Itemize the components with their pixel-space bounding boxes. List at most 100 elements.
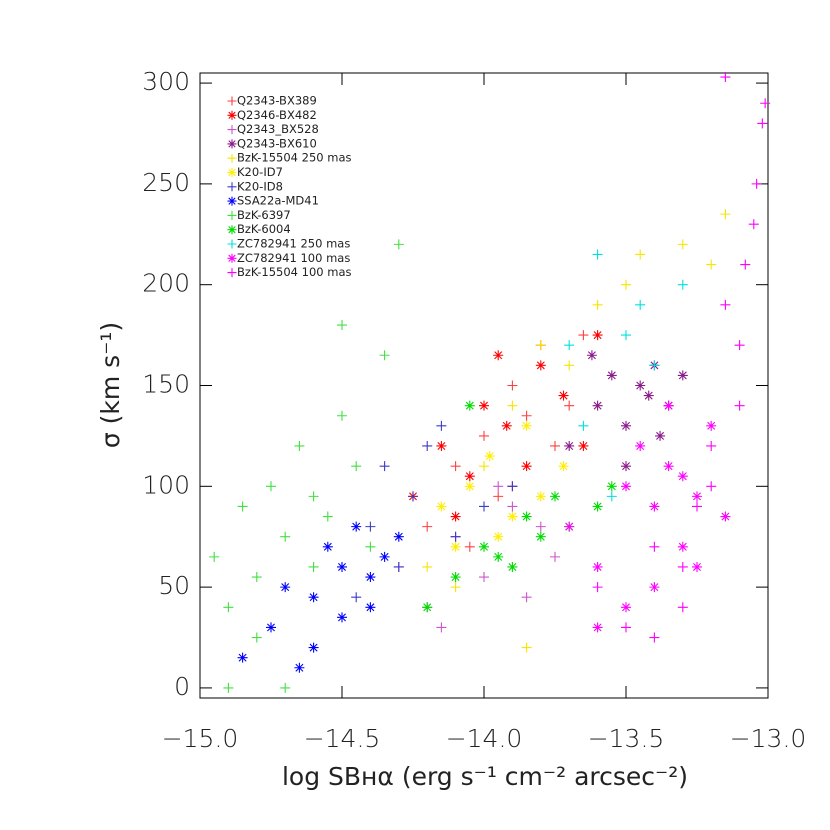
scatter-point <box>237 652 248 663</box>
scatter-point <box>507 481 518 492</box>
scatter-point <box>677 471 688 482</box>
scatter-point <box>564 521 575 532</box>
scatter-point <box>450 582 461 593</box>
legend-marker <box>227 239 237 249</box>
legend-marker <box>227 182 237 192</box>
x-tick-label: −14.5 <box>304 724 381 753</box>
scatter-point <box>464 471 475 482</box>
scatter-point <box>550 440 560 451</box>
scatter-point <box>663 400 674 411</box>
scatter-point <box>521 592 532 603</box>
scatter-point <box>479 541 489 552</box>
x-tick-label: −13.5 <box>588 724 665 753</box>
scatter-point <box>493 350 504 361</box>
scatter-point <box>621 602 631 613</box>
scatter-point <box>535 521 546 532</box>
scatter-point <box>677 561 688 572</box>
scatter-point <box>379 551 390 562</box>
scatter-point <box>558 461 569 472</box>
scatter-point <box>209 551 220 562</box>
x-tick-label: −14.0 <box>446 724 523 753</box>
scatter-point <box>308 592 319 603</box>
scatter-point <box>507 400 518 411</box>
scatter-point <box>479 461 489 472</box>
scatter-point <box>337 410 347 421</box>
scatter-point <box>734 340 745 351</box>
scatter-point <box>621 330 631 341</box>
scatter-point <box>365 521 376 532</box>
scatter-point <box>592 501 603 512</box>
scatter-point <box>251 572 262 583</box>
scatter-point <box>720 299 731 310</box>
scatter-point <box>450 461 461 472</box>
scatter-point <box>757 118 768 129</box>
scatter-point <box>649 632 660 643</box>
scatter-point <box>635 380 646 391</box>
scatter-point <box>521 410 532 421</box>
scatter-point <box>280 682 291 693</box>
scatter-point <box>649 501 660 512</box>
y-tick-label: 250 <box>142 168 190 197</box>
scatter-point <box>706 420 717 431</box>
scatter-point <box>280 582 291 593</box>
scatter-point <box>294 662 305 673</box>
scatter-point <box>592 299 603 310</box>
legend-marker <box>227 253 237 263</box>
legend-label: ZC782941 100 mas <box>237 251 350 265</box>
scatter-point <box>635 249 646 260</box>
scatter-point <box>521 511 532 522</box>
scatter-point <box>393 531 404 542</box>
legend-label: BzK-15504 250 mas <box>237 151 352 165</box>
legend-marker <box>227 139 237 149</box>
scatter-point <box>479 572 489 583</box>
scatter-point <box>337 612 347 623</box>
scatter-point <box>436 420 447 431</box>
legend-label: Q2343-BX389 <box>237 94 317 108</box>
scatter-point <box>294 440 305 451</box>
scatter-point <box>592 622 603 633</box>
scatter-point <box>521 420 532 431</box>
scatter-point <box>521 642 532 653</box>
scatter-point <box>649 541 660 552</box>
scatter-point <box>436 501 447 512</box>
scatter-point <box>521 461 532 472</box>
scatter-point <box>493 551 504 562</box>
scatter-point <box>237 501 248 512</box>
scatter-point <box>748 219 759 230</box>
scatter-point <box>251 632 262 643</box>
legend-marker <box>227 210 237 220</box>
y-tick-label: 300 <box>142 67 190 96</box>
scatter-point <box>621 481 631 492</box>
scatter-point <box>578 420 589 431</box>
y-tick-label: 50 <box>158 571 190 600</box>
scatter-point <box>740 259 751 270</box>
scatter-point <box>322 541 333 552</box>
legend-label: BzK-15504 100 mas <box>237 265 352 279</box>
scatter-point <box>365 541 376 552</box>
scatter-point <box>308 491 319 502</box>
scatter-point <box>493 531 504 542</box>
scatter-point <box>606 491 617 502</box>
scatter-point <box>493 491 504 502</box>
scatter-point <box>677 541 688 552</box>
scatter-point <box>621 622 631 633</box>
scatter-point <box>621 420 631 431</box>
legend-marker <box>227 196 237 206</box>
scatter-point <box>484 451 495 462</box>
scatter-point <box>422 602 433 613</box>
scatter-point <box>663 461 674 472</box>
scatter-point <box>450 572 461 583</box>
scatter-point <box>337 561 347 572</box>
legend-marker <box>227 168 237 177</box>
legend-label: BzK-6004 <box>237 222 291 236</box>
x-axis-title: log SBʜα (erg s⁻¹ cm⁻² arcsec⁻²) <box>282 762 688 791</box>
scatter-point <box>592 400 603 411</box>
scatter-point <box>564 400 575 411</box>
legend-marker <box>227 96 237 106</box>
scatter-point <box>351 521 362 532</box>
scatter-point <box>649 360 660 371</box>
scatter-point <box>365 602 376 613</box>
scatter-point <box>564 440 575 451</box>
scatter-point <box>677 239 688 250</box>
scatter-point <box>493 481 504 492</box>
